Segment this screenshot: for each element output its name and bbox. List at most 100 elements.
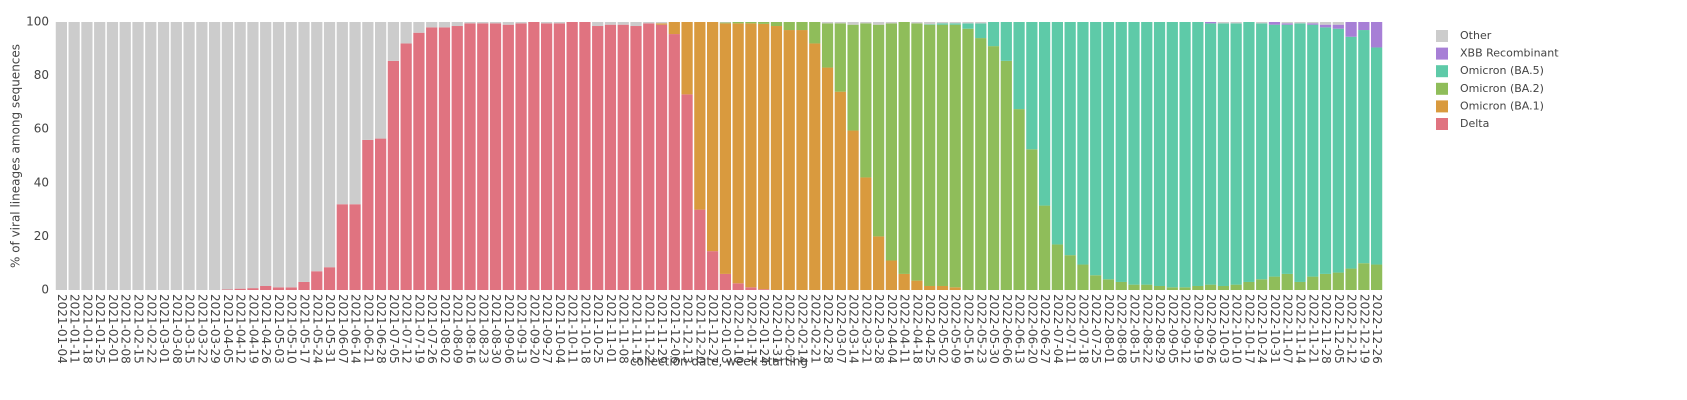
bar-segment (553, 22, 566, 24)
x-tick-label: 2022-07-04 (1051, 294, 1065, 364)
bar-segment (1153, 22, 1166, 286)
bar-segment (1230, 284, 1242, 290)
bar-segment (745, 23, 757, 288)
x-tick-label: 2021-02-08 (119, 294, 133, 364)
x-tick-label: 2021-11-22 (642, 294, 656, 364)
bar-segment (1281, 22, 1293, 24)
bar-segment (1128, 284, 1140, 290)
bar-segment (770, 22, 783, 27)
bar-segment (1166, 287, 1178, 290)
bar-segment (515, 23, 527, 291)
bar-segment (630, 22, 642, 27)
bar-segment (1217, 22, 1230, 24)
bar-segment (1013, 22, 1025, 110)
bar-segment (655, 24, 668, 291)
x-tick-label: 2021-07-26 (425, 294, 439, 364)
x-tick-label: 2022-05-16 (962, 294, 976, 364)
bar-segment (489, 23, 502, 291)
bar-segment (323, 22, 336, 268)
bar-segment (489, 22, 502, 24)
bar-segment (272, 287, 285, 290)
x-tick-label: 2022-07-18 (1076, 294, 1090, 364)
x-tick-label: 2021-08-02 (438, 294, 452, 364)
bar-segment (579, 22, 591, 290)
legend-label: Omicron (BA.2) (1460, 82, 1544, 95)
bar-segment (860, 23, 872, 178)
bar-segment (1204, 23, 1217, 285)
bar-segment (1256, 279, 1268, 290)
x-tick-label: 2022-06-27 (1038, 294, 1052, 364)
bar-segment (157, 22, 170, 290)
x-tick-label: 2022-01-31 (770, 294, 784, 364)
bar-segment (1115, 281, 1127, 290)
bar-segment (834, 91, 846, 291)
x-tick-label: 2021-05-10 (285, 294, 299, 364)
bar-segment (1358, 263, 1370, 290)
bar-segment (298, 281, 310, 290)
bar-segment (1051, 244, 1064, 290)
x-tick-label: 2022-03-14 (847, 294, 861, 364)
x-tick-label: 2022-07-25 (1089, 294, 1103, 364)
bar-segment (1153, 285, 1166, 290)
x-tick-label: 2021-11-08 (617, 294, 631, 364)
bar-segment (1345, 268, 1357, 290)
x-tick-label: 2022-07-11 (1064, 294, 1078, 364)
bar-segment (1000, 22, 1012, 61)
bar-segment (451, 26, 463, 291)
bar-segment (1038, 22, 1051, 206)
bar-segment (1192, 285, 1204, 290)
bar-segment (847, 130, 859, 290)
legend-swatch (1436, 30, 1448, 42)
bar-segment (694, 22, 706, 210)
bar-segment (1013, 109, 1025, 290)
x-tick-label: 2022-06-06 (1000, 294, 1014, 364)
bar-segment (336, 22, 348, 205)
x-tick-label: 2021-10-04 (553, 294, 567, 364)
bar-segment (834, 22, 846, 24)
x-tick-label: 2022-04-18 (910, 294, 924, 364)
x-tick-label: 2022-08-22 (1140, 294, 1154, 364)
y-tick-label: 20 (34, 229, 49, 243)
x-axis-title: collection date, week starting (630, 355, 808, 369)
bar-segment (1077, 264, 1089, 290)
bar-segment (464, 23, 476, 291)
bar-segment (719, 22, 732, 23)
bar-segment (1256, 22, 1268, 24)
bar-segment (438, 27, 451, 291)
x-tick-label: 2021-01-18 (80, 294, 94, 364)
bar-segment (1128, 22, 1140, 285)
bar-segment (1319, 24, 1332, 28)
bar-segment (924, 24, 936, 286)
x-tick-label: 2022-10-17 (1242, 294, 1256, 364)
bar-segment (1204, 284, 1217, 290)
bar-segment (604, 22, 617, 25)
x-tick-label: 2021-04-12 (234, 294, 248, 364)
bar-segment (1217, 23, 1230, 286)
bar-segment (911, 280, 923, 290)
bar-segment (719, 22, 732, 24)
y-tick-label: 0 (41, 283, 49, 297)
bar-segment (1000, 60, 1012, 290)
bar-segment (477, 22, 489, 24)
bar-segment (374, 22, 387, 139)
bar-segment (847, 22, 859, 25)
bar-segment (132, 22, 144, 290)
bar-segment (515, 22, 527, 24)
x-tick-label: 2021-06-07 (336, 294, 350, 364)
legend-label: Delta (1460, 117, 1489, 130)
x-tick-label: 2021-05-24 (310, 294, 324, 364)
bar-segment (323, 267, 336, 290)
x-tick-label: 2022-01-24 (757, 294, 771, 364)
x-tick-label: 2022-11-14 (1294, 294, 1308, 364)
bar-segment (1307, 276, 1319, 290)
x-tick-label: 2022-09-19 (1191, 294, 1205, 364)
x-tick-label: 2022-05-23 (974, 294, 988, 364)
bar-segment (796, 30, 808, 290)
legend-label: Omicron (BA.5) (1460, 64, 1544, 77)
x-tick-label: 2022-09-26 (1204, 294, 1218, 364)
bar-segment (311, 22, 323, 272)
x-tick-label: 2021-04-05 (221, 294, 235, 364)
bar-segment (783, 30, 795, 290)
bar-segment (183, 22, 195, 290)
